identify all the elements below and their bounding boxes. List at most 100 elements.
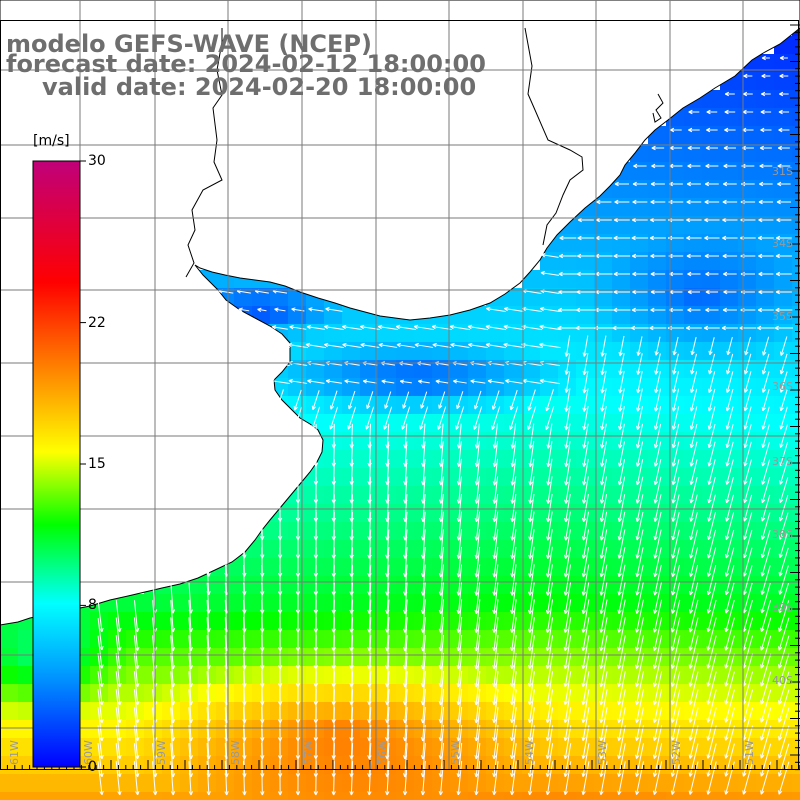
field-cell — [288, 612, 306, 630]
wind-arrow — [724, 582, 735, 614]
wind-arrow — [527, 725, 535, 760]
wind-arrow — [510, 441, 517, 468]
field-cell — [792, 774, 800, 792]
field-cell — [612, 306, 630, 324]
wind-arrow — [581, 599, 590, 633]
colorbar-tick-label: 0 — [88, 759, 97, 775]
field-cell — [324, 684, 342, 702]
wind-arrow — [474, 743, 481, 778]
wind-arrow — [563, 743, 572, 778]
field-cell — [720, 108, 738, 126]
wind-arrow — [492, 476, 499, 504]
wind-arrow — [635, 617, 644, 651]
wind-arrow — [564, 388, 571, 412]
wind-arrow — [474, 476, 480, 504]
field-cell — [630, 234, 648, 252]
wind-arrow — [722, 307, 737, 313]
wind-arrow — [635, 441, 644, 467]
field-cell — [414, 702, 432, 720]
wind-arrow — [653, 494, 662, 522]
field-cell — [432, 378, 450, 396]
wind-arrow — [777, 145, 790, 151]
field-cell — [252, 738, 270, 756]
field-cell — [324, 792, 342, 800]
wind-arrow — [545, 653, 554, 688]
wind-arrow — [706, 127, 718, 133]
wind-arrow — [762, 336, 770, 356]
wind-arrow — [635, 743, 644, 777]
field-cell — [360, 774, 378, 792]
wind-arrow — [654, 406, 662, 430]
field-cell — [702, 180, 720, 198]
wind-arrow — [563, 546, 571, 578]
wind-arrow — [652, 761, 663, 795]
wind-arrow — [432, 342, 452, 348]
wind-arrow — [671, 476, 680, 504]
field-cell — [108, 792, 126, 800]
wind-arrow — [510, 599, 517, 633]
wind-arrow — [539, 306, 560, 313]
field-cell — [792, 378, 800, 396]
wind-arrow — [704, 235, 720, 241]
wind-arrow — [545, 581, 553, 615]
field-cell — [792, 594, 800, 612]
field-cell — [252, 558, 270, 576]
wind-arrow — [688, 617, 699, 651]
wind-arrow — [670, 599, 681, 633]
wind-arrow — [635, 725, 644, 759]
wind-arrow — [401, 406, 411, 430]
wind-arrow — [689, 441, 698, 467]
field-cell — [396, 792, 414, 800]
wind-arrow — [776, 235, 792, 241]
field-cell — [270, 648, 288, 666]
wind-arrow — [652, 635, 663, 669]
wind-arrow — [582, 353, 589, 376]
wind-arrow — [650, 199, 666, 205]
wind-arrow — [510, 546, 517, 578]
wind-arrow — [778, 494, 789, 522]
field-cell — [486, 414, 504, 432]
field-cell — [720, 306, 738, 324]
wind-arrow — [724, 127, 736, 133]
field-cell — [414, 468, 432, 486]
wind-arrow — [671, 564, 680, 596]
wind-arrow — [492, 689, 499, 724]
wind-arrow — [528, 529, 535, 560]
wind-arrow — [599, 671, 608, 706]
field-cell — [396, 720, 414, 738]
field-cell — [0, 720, 18, 738]
field-cell — [540, 414, 558, 432]
field-cell — [396, 414, 414, 432]
wind-arrow — [776, 199, 792, 205]
wind-arrow — [707, 529, 717, 559]
field-cell — [720, 126, 738, 144]
colorbar-gradient — [32, 160, 81, 768]
latitude-label: 31S — [772, 165, 793, 178]
field-cell — [594, 792, 612, 800]
field-cell — [432, 450, 450, 468]
wind-arrow — [706, 635, 717, 669]
field-cell — [432, 468, 450, 486]
wind-arrow — [635, 689, 644, 723]
wind-arrow — [599, 529, 608, 559]
field-cell — [378, 684, 396, 702]
wind-arrow — [672, 388, 680, 412]
field-cell — [666, 144, 684, 162]
wind-arrow — [723, 271, 737, 277]
wind-arrow — [722, 199, 738, 205]
wind-arrow — [707, 547, 717, 577]
field-cell — [702, 288, 720, 306]
wind-arrow — [635, 761, 644, 795]
wind-arrow — [779, 353, 788, 375]
colorbar-tick-label: 15 — [88, 456, 106, 472]
field-cell — [396, 450, 414, 468]
field-cell — [234, 612, 252, 630]
latitude-label: 40S — [772, 674, 793, 687]
field-cell — [396, 630, 414, 648]
field-cell — [792, 288, 800, 306]
field-cell — [324, 558, 342, 576]
field-cell — [684, 162, 702, 180]
field-cell — [234, 792, 252, 800]
field-cell — [90, 702, 108, 720]
wind-arrow — [492, 671, 499, 706]
